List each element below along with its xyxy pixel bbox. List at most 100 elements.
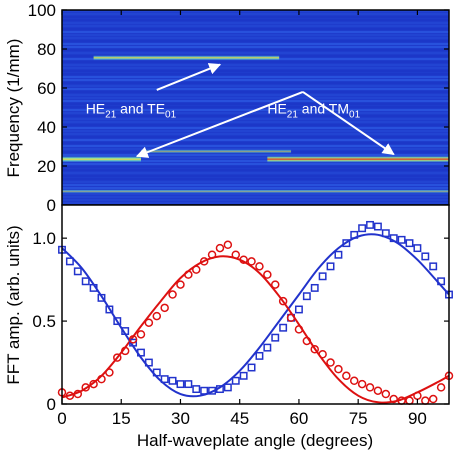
heatmap-noise-stripe	[62, 22, 449, 24]
heatmap-noise-stripe	[62, 103, 449, 105]
heatmap-noise-stripe	[62, 187, 449, 189]
data-point-square	[318, 272, 327, 281]
heatmap-bands	[62, 55, 449, 194]
annotation-arrow	[302, 91, 395, 156]
band-annotation: HE21 and TE01	[86, 100, 177, 120]
band-annotation-part: and TM	[298, 100, 349, 116]
heatmap-noise	[62, 10, 449, 204]
data-point-circle	[160, 303, 169, 313]
data-point-circle	[270, 280, 280, 289]
heatmap-noise-stripe	[62, 166, 449, 168]
data-point-square	[366, 220, 374, 229]
heatmap-noise-stripe	[62, 82, 449, 84]
x-tick-label: 60	[289, 409, 308, 428]
heatmap-y-label: Frequency (1/mm)	[4, 39, 23, 178]
heatmap-noise-stripe	[62, 64, 449, 66]
amplitude-panel: 0 0.5 1.0 0 15 30 45 60 75 90 FFT amp. (arb. uni…	[4, 10, 454, 450]
data-point-square	[247, 363, 256, 372]
data-point-circle	[255, 262, 264, 271]
x-tick-label: 30	[171, 409, 190, 428]
data-point-square	[279, 323, 288, 332]
data-point-circle	[302, 336, 312, 346]
heatmap-noise-stripe	[62, 31, 449, 33]
data-point-circle	[73, 389, 83, 399]
amplitude-y-ticks: 0 0.5 1.0	[32, 229, 449, 414]
heatmap-band	[267, 155, 449, 163]
heatmap-noise-stripe	[62, 67, 449, 69]
heatmap-noise-stripe	[62, 130, 449, 132]
data-point-square	[89, 283, 98, 292]
data-point-circle	[239, 255, 248, 264]
data-point-square	[81, 277, 90, 286]
data-point-square	[121, 327, 130, 335]
data-point-circle	[247, 257, 256, 266]
data-point-circle	[286, 313, 296, 323]
data-point-circle	[152, 311, 162, 321]
heatmap-noise-stripe	[62, 97, 449, 99]
heatmap-noise-stripe	[62, 37, 449, 39]
data-point-square	[97, 293, 106, 302]
heatmap-noise-stripe	[62, 13, 449, 15]
heatmap-noise-stripe	[62, 28, 449, 30]
data-point-circle	[184, 270, 193, 279]
heatmap-noise-stripe	[62, 193, 449, 195]
heatmap-noise-stripe	[62, 160, 449, 162]
data-point-circle	[310, 345, 319, 354]
amplitude-frame	[61, 204, 450, 405]
heatmap-noise-stripe	[62, 25, 449, 27]
data-point-circle	[81, 383, 90, 392]
heatmap-noise-stripe	[62, 79, 449, 81]
heatmap-noise-stripe	[62, 199, 449, 201]
data-point-square	[129, 338, 138, 347]
heatmap-y-tick-label: 0	[47, 196, 56, 215]
amplitude-y-tick-label: 1.0	[32, 229, 56, 248]
heatmap-noise-stripe	[62, 43, 449, 45]
data-point-square	[160, 375, 169, 384]
heatmap-noise-stripe	[62, 139, 449, 141]
x-tick-label: 90	[408, 409, 427, 428]
data-point-square	[231, 376, 240, 385]
heatmap-band	[62, 189, 449, 194]
heatmap-noise-stripe	[62, 148, 449, 150]
data-point-square	[310, 283, 319, 292]
heatmap-annotations: HE21 and TE01 HE21 and TM01	[86, 63, 395, 158]
data-point-circle	[113, 353, 122, 362]
data-point-square	[358, 224, 367, 233]
band-annotation-part: 21	[105, 109, 117, 120]
heatmap-noise-stripe	[62, 163, 449, 165]
amplitude-y-tick-label: 0.5	[32, 312, 56, 331]
x-tick-label: 0	[57, 409, 66, 428]
heatmap-noise-stripe	[62, 91, 449, 93]
heatmap-noise-stripe	[62, 196, 449, 198]
heatmap-noise-stripe	[62, 154, 449, 156]
heatmap-noise-stripe	[62, 184, 449, 186]
heatmap-band	[93, 55, 280, 61]
data-point-circle	[326, 358, 335, 367]
data-point-circle	[294, 325, 304, 334]
heatmap-noise-stripe	[62, 145, 449, 147]
heatmap-y-tick-label: 100	[28, 1, 56, 20]
data-point-circle	[176, 280, 185, 289]
heatmap-noise-stripe	[62, 19, 449, 21]
data-point-square	[168, 376, 177, 385]
heatmap-panel: HE21 and TE01 HE21 and TM01 020406080100 …	[4, 1, 450, 215]
data-point-circle	[105, 368, 114, 377]
data-point-circle	[136, 330, 146, 339]
data-point-square	[144, 358, 153, 367]
heatmap-noise-stripe	[62, 40, 449, 42]
data-point-circle	[192, 265, 201, 274]
heatmap-noise-stripe	[62, 100, 449, 102]
heatmap-noise-stripe	[62, 76, 449, 78]
band-annotation-part: and TE	[116, 100, 165, 116]
data-point-square	[342, 239, 351, 248]
x-tick-label: 15	[112, 409, 131, 428]
data-point-circle	[428, 394, 438, 404]
data-point-square	[105, 305, 114, 314]
data-point-circle	[128, 335, 138, 344]
data-point-circle	[373, 386, 383, 395]
data-point-square	[271, 333, 280, 342]
data-point-circle	[199, 257, 209, 266]
band-annotation-part: 01	[165, 109, 177, 120]
heatmap-noise-stripe	[62, 169, 449, 171]
data-point-circle	[120, 346, 130, 356]
